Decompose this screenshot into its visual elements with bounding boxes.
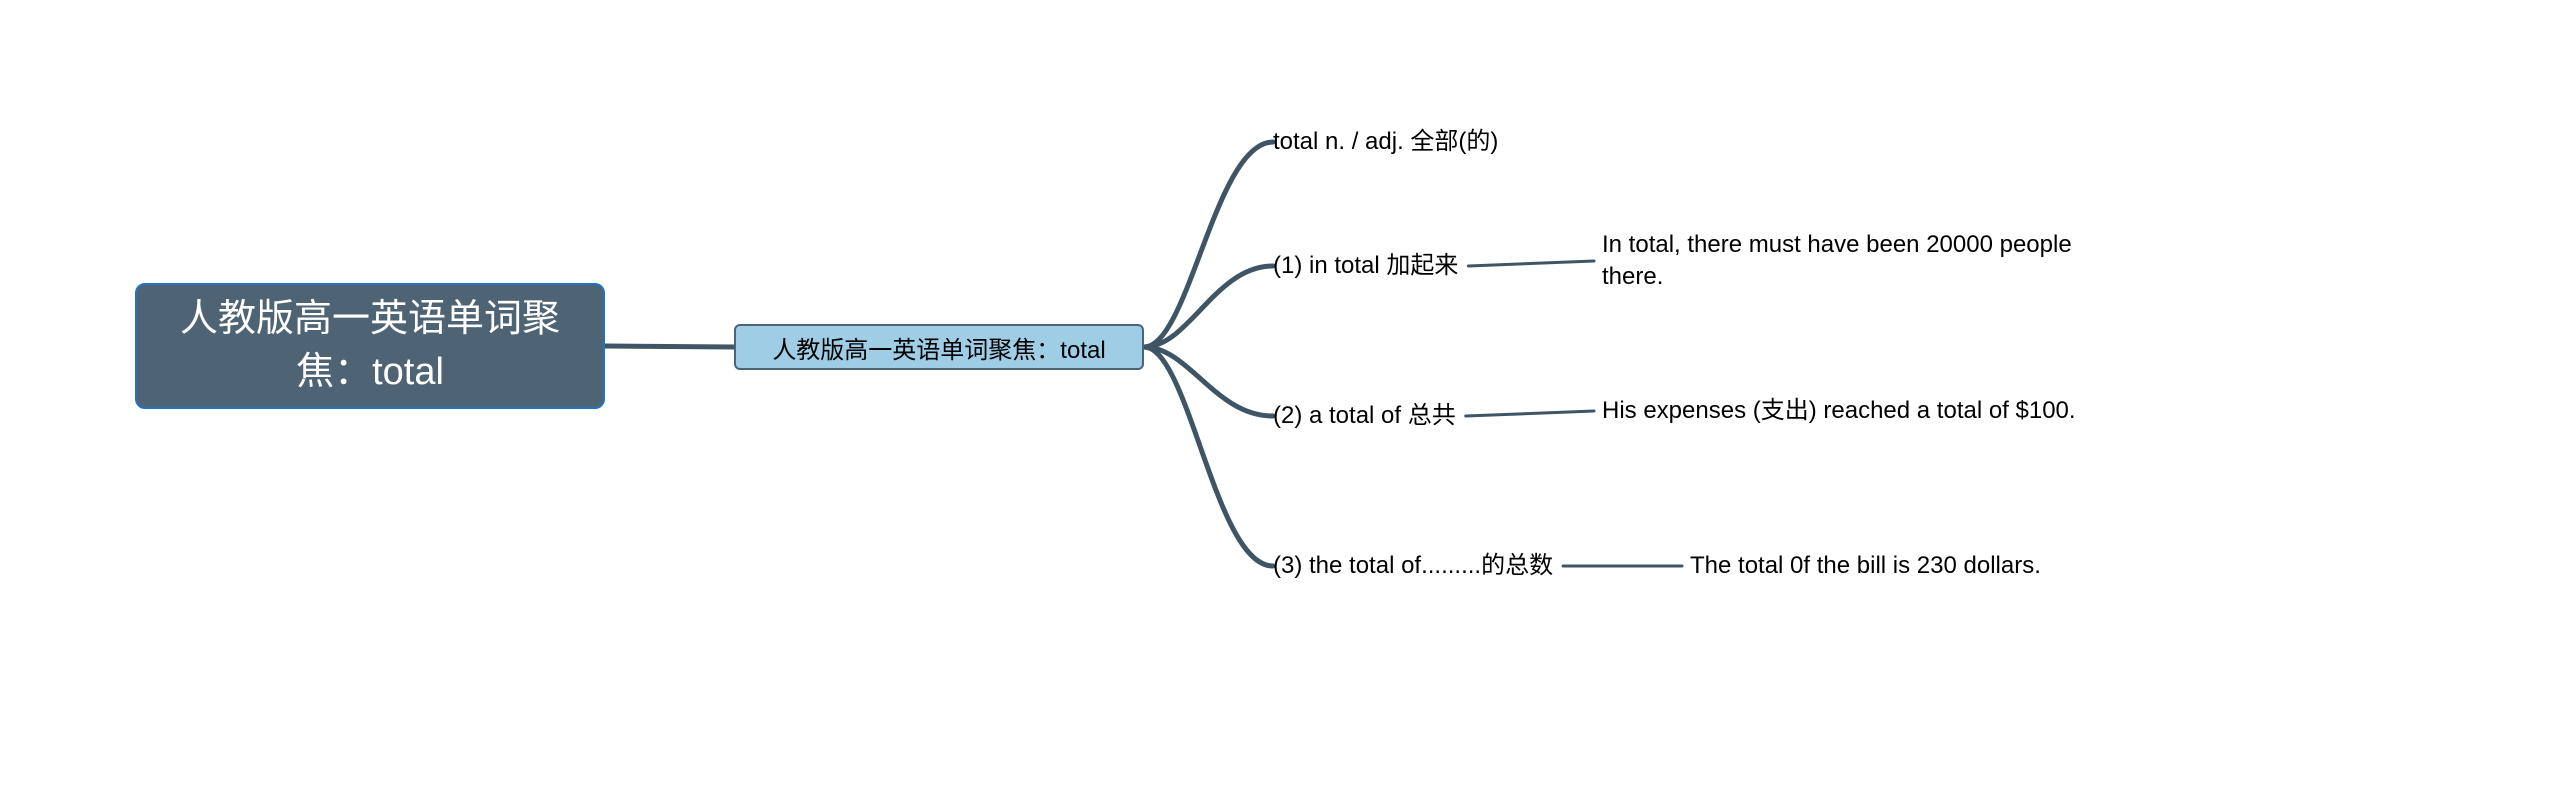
leaf-node-3b-label: His expenses (支出) reached a total of $10… bbox=[1602, 395, 2076, 427]
leaf-node-4-label: (3) the total of.........的总数 bbox=[1273, 550, 1553, 582]
leaf-node-4: (3) the total of.........的总数 bbox=[1273, 548, 1593, 584]
leaf-node-1-label: total n. / adj. 全部(的) bbox=[1273, 126, 1498, 158]
leaf-node-3b: His expenses (支出) reached a total of $10… bbox=[1602, 376, 2082, 446]
leaf-node-2b-label: In total, there must have been 20000 peo… bbox=[1602, 229, 2072, 294]
root-node-label: 人教版高一英语单词聚焦：total bbox=[157, 293, 583, 399]
leaf-node-4b-label: The total 0f the bill is 230 dollars. bbox=[1690, 550, 2041, 582]
mindmap-canvas: 人教版高一英语单词聚焦：total 人教版高一英语单词聚焦：total tota… bbox=[0, 0, 2560, 791]
leaf-node-1: total n. / adj. 全部(的) bbox=[1273, 124, 1673, 160]
leaf-node-2b: In total, there must have been 20000 peo… bbox=[1602, 226, 2072, 296]
sub-node-label: 人教版高一英语单词聚焦：total bbox=[772, 330, 1105, 365]
leaf-node-2-label: (1) in total 加起来 bbox=[1273, 250, 1458, 282]
root-node: 人教版高一英语单词聚焦：total bbox=[135, 283, 605, 409]
leaf-node-3: (2) a total of 总共 bbox=[1273, 398, 1503, 434]
sub-node: 人教版高一英语单词聚焦：total bbox=[734, 324, 1144, 370]
leaf-node-2: (1) in total 加起来 bbox=[1273, 248, 1503, 284]
leaf-node-3-label: (2) a total of 总共 bbox=[1273, 400, 1456, 432]
leaf-node-4b: The total 0f the bill is 230 dollars. bbox=[1690, 548, 2110, 584]
